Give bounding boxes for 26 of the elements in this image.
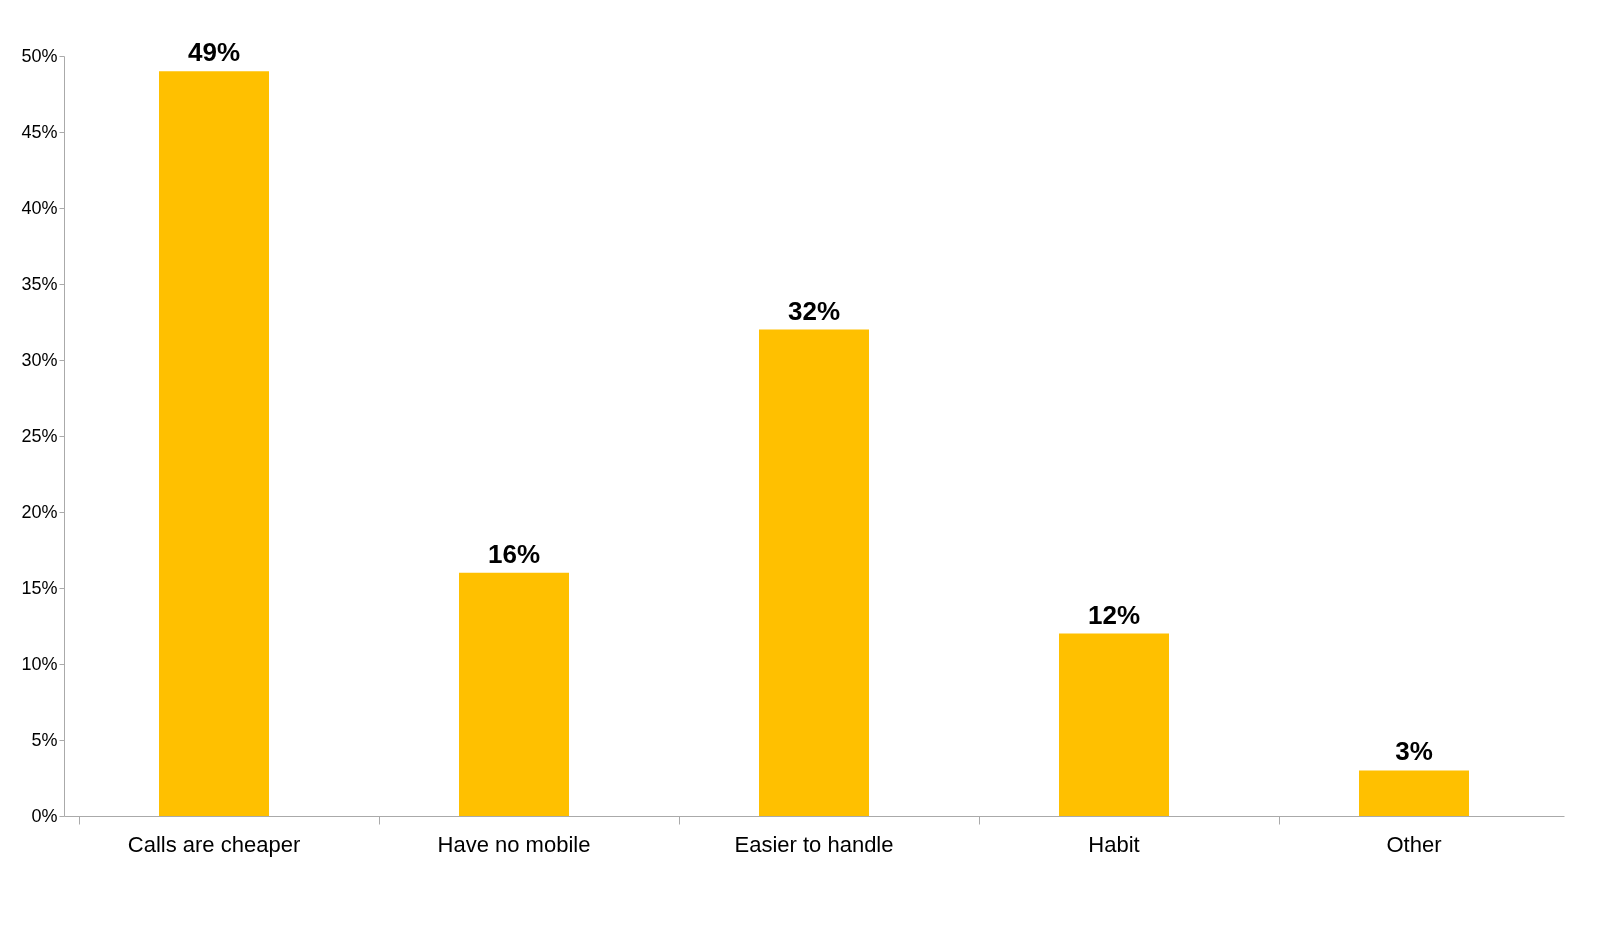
data-label: 3%	[1395, 736, 1433, 767]
y-tick-label: 20%	[21, 501, 58, 522]
x-tick-label: Easier to handle	[734, 831, 894, 857]
x-tick-label: Other	[1386, 831, 1442, 857]
data-label: 12%	[1087, 599, 1141, 630]
y-tick-label: 5%	[31, 729, 58, 750]
y-tick-label: 10%	[21, 653, 58, 674]
data-label: 16%	[487, 538, 541, 569]
bar	[1359, 770, 1469, 816]
y-tick-label: 25%	[21, 425, 58, 446]
y-tick-label: 50%	[21, 45, 58, 66]
bar	[159, 71, 269, 816]
bar	[1059, 633, 1169, 816]
x-tick-label: Habit	[1088, 831, 1140, 857]
y-tick-label: 30%	[21, 349, 58, 370]
data-label: 49%	[187, 37, 241, 68]
y-tick-label: 35%	[21, 273, 58, 294]
x-tick-label: Have no mobile	[437, 831, 591, 857]
bar	[459, 572, 569, 816]
data-label: 32%	[787, 295, 841, 326]
bar	[759, 329, 869, 816]
x-tick-label: Calls are cheaper	[127, 831, 301, 857]
y-tick-label: 45%	[21, 121, 58, 142]
y-tick-label: 0%	[31, 805, 58, 826]
y-tick-label: 40%	[21, 197, 58, 218]
y-tick-label: 15%	[21, 577, 58, 598]
